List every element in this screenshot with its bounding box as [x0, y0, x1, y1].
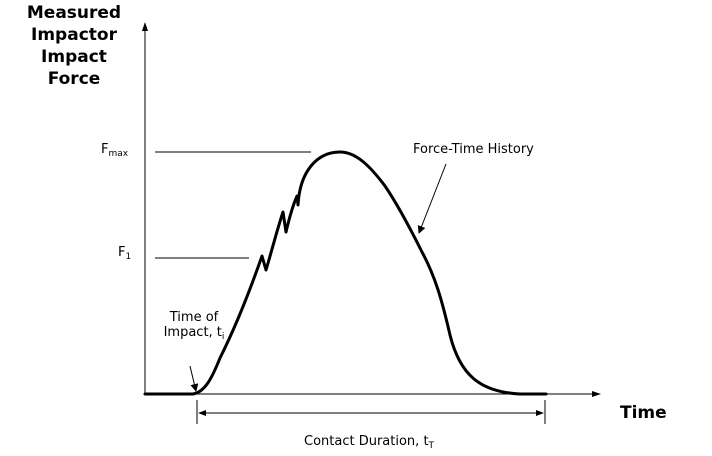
y-axis-title-line: Measured [26, 3, 122, 23]
impact-label-base: Impact, t [163, 325, 222, 340]
duration-arrow-right [536, 410, 544, 416]
f1-label-base: F [118, 245, 126, 260]
force-time-curve [143, 150, 548, 396]
curve-label: Force-Time History [413, 142, 534, 157]
y-axis-title-line: Impact [41, 47, 107, 67]
impact-label: Time of Impact, ti [154, 310, 234, 342]
y-axis-arrowhead [142, 22, 148, 31]
impact-pointer [189, 365, 199, 392]
curve-label-pointer [417, 163, 447, 234]
impact-label-line2: Impact, ti [154, 325, 234, 342]
f1-label-sub: 1 [125, 252, 132, 262]
duration-label-sub: T [428, 441, 435, 451]
duration-label: Contact Duration, tT [304, 434, 435, 451]
y-axis-title-line: Force [47, 69, 101, 89]
y-axis-title: Measured Impactor Impact Force [2, 2, 146, 90]
impact-label-line1: Time of [169, 310, 219, 325]
fmax-label-base: F [101, 142, 109, 157]
y-axis-title-line: Impactor [31, 25, 117, 45]
duration-arrow-left [198, 410, 206, 416]
fmax-label-sub: max [108, 149, 129, 159]
impact-label-sub: i [221, 332, 225, 342]
x-axis-title: Time [620, 403, 667, 423]
f1-label: F1 [118, 245, 132, 262]
x-axis-arrowhead [592, 391, 601, 397]
fmax-label: Fmax [101, 142, 129, 159]
duration-label-base: Contact Duration, t [304, 434, 429, 449]
